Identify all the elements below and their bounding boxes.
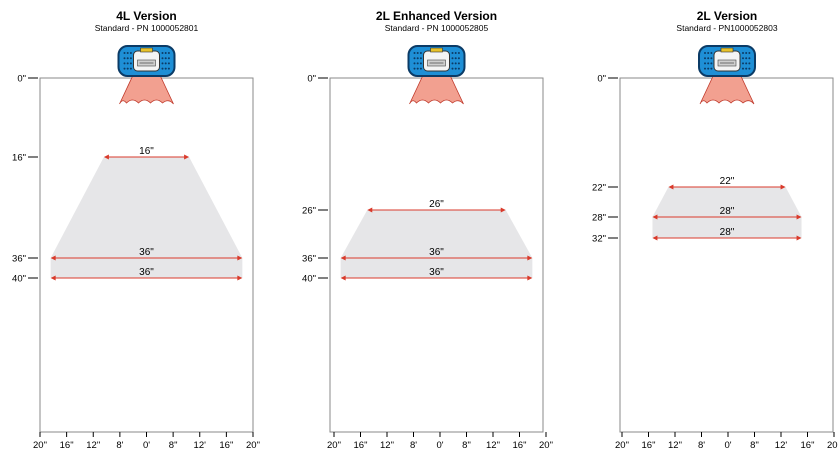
width-tick-label: 12" [486, 440, 500, 451]
field-width-dimension: 16" [103, 146, 190, 160]
width-tick-label: 16" [642, 440, 656, 451]
width-tick-label: 8' [116, 440, 123, 451]
arrowhead-left-icon [340, 255, 346, 261]
field-width-dimension: 26" [367, 199, 506, 213]
scan-field-area [340, 210, 533, 278]
field-width-dimension: 36" [340, 247, 533, 261]
arrowhead-left-icon [367, 207, 373, 213]
width-tick-label: 16" [219, 440, 233, 451]
width-tick-label: 16" [801, 440, 815, 451]
barcode-scanner-icon [407, 45, 466, 77]
field-width-label: 28" [720, 227, 735, 238]
width-tick-label: 12' [194, 440, 207, 451]
field-width-label: 26" [429, 199, 444, 210]
arrowhead-left-icon [103, 154, 109, 160]
field-width-label: 36" [429, 247, 444, 258]
depth-tick-label: 36" [12, 254, 26, 265]
width-tick-label: 16" [354, 440, 368, 451]
plot-frame [619, 77, 834, 433]
width-tick-label: 20" [615, 440, 629, 451]
depth-tick-label: 0" [307, 74, 316, 85]
scan-beam-icon [409, 71, 464, 105]
field-width-label: 36" [139, 247, 154, 258]
barcode-scanner-icon [698, 45, 756, 77]
panel-subtitle: Standard - PN1000052803 [676, 23, 777, 33]
width-tick-label: 20" [327, 440, 341, 451]
depth-tick-label: 16" [12, 153, 26, 164]
width-tick-label: 16" [60, 440, 74, 451]
width-tick-label: 12" [668, 440, 682, 451]
field-width-label: 16" [139, 146, 154, 157]
width-tick-label: 20" [33, 440, 47, 451]
width-tick-label: 0' [143, 440, 150, 451]
arrowhead-right-icon [184, 154, 190, 160]
depth-tick-label: 26" [302, 206, 316, 217]
scan-field-area [50, 157, 243, 278]
depth-tick-label: 32" [592, 234, 606, 245]
depth-tick-label: 28" [592, 213, 606, 224]
arrowhead-right-icon [237, 255, 243, 261]
panel-title: 2L Version [697, 9, 757, 23]
panel-subtitle: Standard - PN 1000052805 [385, 23, 489, 33]
arrowhead-left-icon [652, 214, 658, 220]
arrowhead-right-icon [796, 235, 802, 241]
panel-title: 4L Version [116, 9, 176, 23]
depth-tick-label: 0" [597, 74, 606, 85]
depth-tick-label: 0" [17, 74, 26, 85]
arrowhead-right-icon [796, 214, 802, 220]
width-tick-label: 20" [246, 440, 260, 451]
depth-tick-label: 40" [12, 274, 26, 285]
depth-tick-label: 36" [302, 254, 316, 265]
width-tick-label: 8' [410, 440, 417, 451]
field-width-dimension: 28" [652, 227, 802, 241]
arrowhead-right-icon [527, 255, 533, 261]
depth-tick-label: 22" [592, 183, 606, 194]
width-tick-label: 12' [775, 440, 788, 451]
arrowhead-right-icon [500, 207, 506, 213]
field-width-dimension: 36" [50, 267, 243, 281]
width-tick-label: 8" [169, 440, 178, 451]
width-tick-label: 16" [513, 440, 527, 451]
field-width-dimension: 36" [50, 247, 243, 261]
width-tick-label: 12" [86, 440, 100, 451]
width-tick-label: 8" [750, 440, 759, 451]
arrowhead-left-icon [340, 275, 346, 281]
barcode-scanner-icon [117, 45, 176, 77]
scan-beam-icon [699, 71, 755, 105]
depth-tick-label: 40" [302, 274, 316, 285]
field-width-label: 22" [720, 176, 735, 187]
width-tick-label: 8' [698, 440, 705, 451]
scan-field-area [652, 187, 802, 238]
width-tick-label: 0' [436, 440, 443, 451]
arrowhead-left-icon [50, 255, 56, 261]
panel-title: 2L Enhanced Version [376, 9, 497, 23]
arrowhead-left-icon [652, 235, 658, 241]
panel-subtitle: Standard - PN 1000052801 [95, 23, 199, 33]
width-tick-label: 20" [539, 440, 553, 451]
arrowhead-right-icon [780, 184, 786, 190]
arrowhead-right-icon [527, 275, 533, 281]
width-tick-label: 8" [462, 440, 471, 451]
arrowhead-right-icon [237, 275, 243, 281]
field-width-dimension: 36" [340, 267, 533, 281]
arrowhead-left-icon [50, 275, 56, 281]
width-tick-label: 20" [827, 440, 838, 451]
field-width-dimension: 22" [668, 176, 786, 190]
width-tick-label: 0' [724, 440, 731, 451]
field-width-label: 36" [139, 267, 154, 278]
scan-beam-icon [119, 71, 174, 105]
arrowhead-left-icon [668, 184, 674, 190]
field-width-label: 36" [429, 267, 444, 278]
field-width-dimension: 28" [652, 206, 802, 220]
width-tick-label: 12" [380, 440, 394, 451]
field-width-label: 28" [720, 206, 735, 217]
